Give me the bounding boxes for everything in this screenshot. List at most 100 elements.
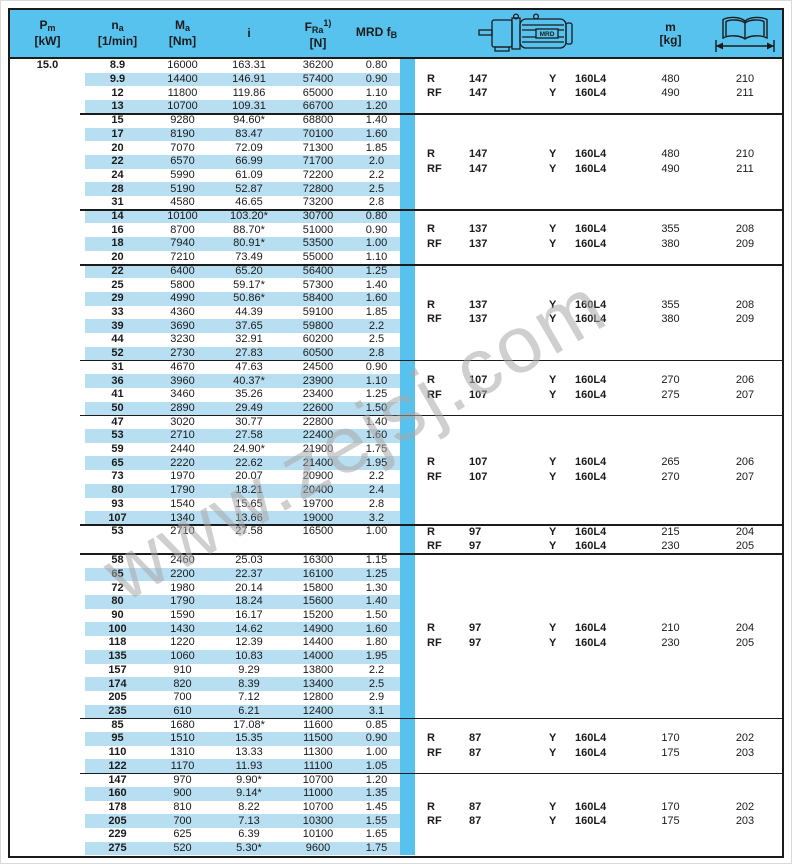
variant-page: 206 — [735, 456, 755, 469]
cell-fra: 11600 — [303, 718, 333, 731]
variant-row: RF 107 Y 160L4 270 207 — [427, 470, 782, 485]
cell-na: 31 — [111, 360, 124, 373]
cell-i: 18.24 — [235, 595, 263, 608]
group-variants: R 137 Y 160L4 355 208 RF 137 Y 160L4 380 209 — [415, 210, 782, 265]
table-row: 157 910 9.29 13800 2.2 — [10, 664, 400, 678]
cell-i: 46.65 — [235, 196, 263, 209]
variant-y: Y — [549, 525, 557, 538]
cell-ma: 1510 — [170, 732, 195, 745]
cell-fb: 3.1 — [368, 704, 385, 717]
cell-fb: 2.2 — [368, 470, 385, 483]
variant-row: RF 147 Y 160L4 490 211 — [427, 86, 782, 101]
variant-size: 137 — [469, 237, 488, 250]
cell-fra: 51000 — [302, 223, 334, 236]
cell-fra: 22800 — [302, 415, 334, 428]
variant-type: R — [427, 374, 435, 387]
variant-motor: 160L4 — [575, 148, 607, 161]
variant-page: 203 — [735, 746, 755, 759]
variant-row: R 137 Y 160L4 355 208 — [427, 223, 782, 238]
cell-fb: 2.2 — [368, 663, 385, 676]
variant-type: RF — [427, 470, 442, 483]
group-separator — [80, 524, 782, 526]
cell-fb: 1.55 — [365, 814, 388, 827]
cell-fb: 2.5 — [368, 182, 385, 195]
cell-fb: 1.50 — [365, 401, 388, 414]
variant-mass: 230 — [661, 540, 680, 553]
cell-fb: 2.8 — [368, 497, 385, 510]
cell-ma: 5800 — [170, 278, 195, 291]
cell-ma: 6400 — [170, 264, 195, 277]
cell-i: 12.39 — [235, 636, 263, 649]
cell-i: 61.09 — [235, 168, 263, 181]
cell-na: 275 — [108, 842, 127, 855]
variant-motor: 160L4 — [575, 622, 607, 635]
cell-na: 33 — [111, 306, 124, 318]
table-row: 160 900 9.14* 11000 1.35 — [10, 786, 400, 801]
table-row: 14 10100 103.20* 30700 0.80 — [10, 209, 400, 224]
variant-mass: 380 — [661, 237, 680, 250]
cell-fra: 19700 — [302, 497, 334, 510]
table-group: 53 2710 27.58 16500 1.00 R 97 Y 160L4 215 204 RF 97 Y… — [10, 524, 782, 555]
variant-type: R — [427, 456, 435, 469]
pm-unit: [kW] — [34, 34, 61, 48]
variant-mass: 175 — [661, 815, 680, 828]
cell-fra: 30700 — [302, 210, 334, 223]
col-header-pm: Pm [kW] — [10, 10, 85, 57]
variant-y: Y — [549, 746, 557, 759]
cell-na: 24 — [111, 168, 124, 181]
table-row: 122 1170 11.93 11100 1.05 — [10, 759, 400, 773]
cell-i: 10.83 — [235, 650, 263, 663]
cell-ma: 1340 — [170, 511, 195, 524]
variant-motor: 160L4 — [575, 470, 607, 483]
cell-fra: 21400 — [302, 456, 334, 469]
variant-mass: 175 — [661, 746, 680, 759]
variant-row: R 87 Y 160L4 170 202 — [427, 731, 782, 746]
cell-na: 110 — [108, 746, 127, 759]
cell-i: 14.62 — [235, 622, 263, 635]
cell-i: 103.20* — [230, 210, 268, 223]
cell-ma: 1540 — [170, 497, 195, 510]
table-row: 100 1430 14.62 14900 1.60 — [10, 622, 400, 636]
na-unit: [1/min] — [97, 34, 138, 48]
variant-type: RF — [427, 815, 442, 828]
table-row: 205 700 7.12 12800 2.9 — [10, 691, 400, 705]
variant-y: Y — [549, 388, 557, 401]
cell-ma: 3020 — [170, 415, 195, 428]
variant-size: 87 — [469, 800, 482, 813]
cell-fra: 16100 — [302, 567, 334, 580]
mrd-subscript: B — [390, 29, 398, 40]
cell-na: 178 — [108, 800, 127, 813]
table-row: 135 1060 10.83 14000 1.95 — [10, 649, 400, 664]
cell-fra: 55000 — [302, 251, 334, 264]
cell-fb: 1.65 — [365, 828, 388, 841]
cell-na: 20 — [111, 251, 124, 264]
cell-i: 37.65 — [235, 319, 263, 332]
fra-symbol: F — [304, 20, 312, 34]
variant-type: R — [427, 622, 435, 635]
variant-page: 210 — [735, 72, 755, 85]
cell-i: 15.35 — [235, 732, 263, 745]
variant-mass: 230 — [661, 636, 680, 649]
variant-type: RF — [427, 636, 442, 649]
variant-row: R 87 Y 160L4 170 202 — [427, 800, 782, 815]
cell-fb: 1.60 — [365, 429, 388, 442]
table-row: 36 3960 40.37* 23900 1.10 — [10, 374, 400, 388]
cell-fra: 10100 — [302, 828, 334, 841]
cell-fra: 11300 — [303, 746, 333, 759]
cell-i: 16.17 — [235, 609, 263, 622]
cell-na: 95 — [111, 732, 124, 745]
col-header-mass: m [kg] — [633, 20, 708, 47]
blue-band-header — [400, 10, 415, 57]
variant-type: R — [427, 148, 435, 161]
variant-type: R — [427, 298, 435, 311]
catalog-table: Pm [kW] na [1/min] Ma [Nm] i FRa1) [N] — [8, 8, 784, 858]
cell-ma: 2890 — [170, 401, 195, 414]
group-rows: 53 2710 27.58 16500 1.00 — [10, 525, 400, 554]
variant-page: 207 — [735, 470, 755, 483]
cell-fra: 14900 — [302, 622, 334, 635]
variant-size: 147 — [469, 148, 488, 161]
table-row: 28 5190 52.87 72800 2.5 — [10, 182, 400, 196]
table-row: 235 610 6.21 12400 3.1 — [10, 704, 400, 719]
cell-na: 72 — [111, 581, 124, 594]
table-row: 72 1980 20.14 15800 1.30 — [10, 581, 400, 595]
